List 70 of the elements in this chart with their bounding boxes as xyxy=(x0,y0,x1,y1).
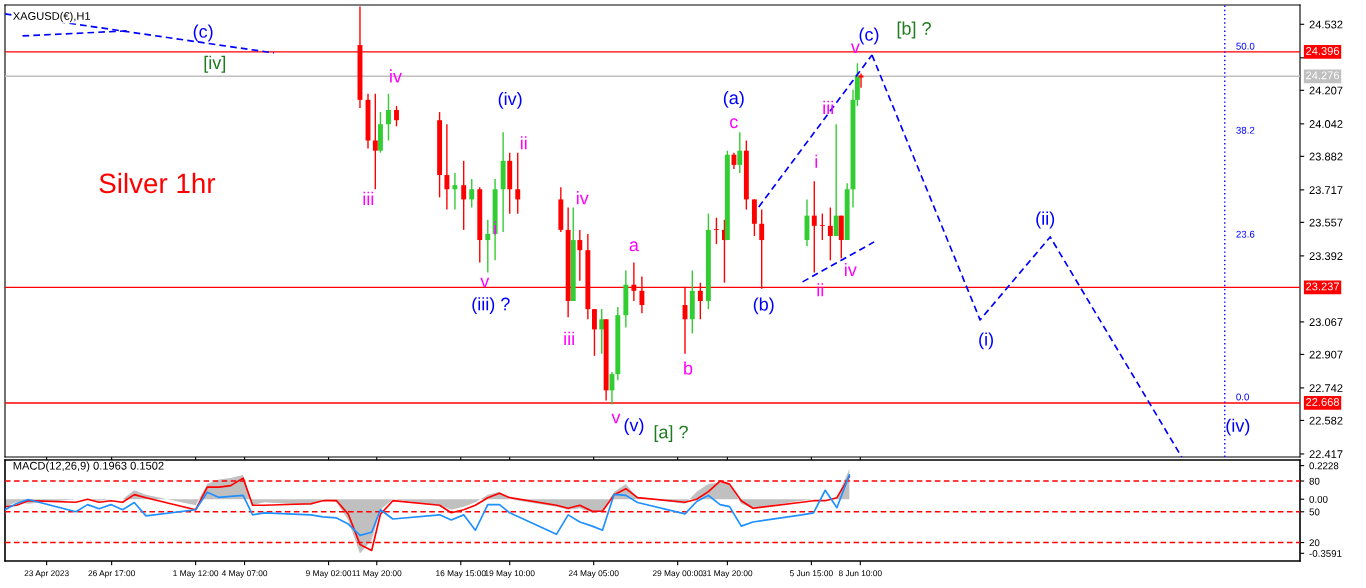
annotation: b xyxy=(684,361,693,375)
annotation: iv xyxy=(390,69,402,83)
y-tick-label: 24.207 xyxy=(1309,86,1343,95)
annotation: (iv) xyxy=(498,91,522,109)
annotation: 50.0 xyxy=(1236,42,1255,50)
y-tick-label: 23.717 xyxy=(1309,186,1343,194)
annotation: (c) xyxy=(193,24,213,42)
x-tick-label: 19 May 10:00 xyxy=(485,570,535,578)
y2-tick-label: 80 xyxy=(1309,477,1320,485)
annotation: 23.6 xyxy=(1236,230,1255,238)
annotation: ii xyxy=(520,136,527,150)
annotation: [a] ? xyxy=(654,425,688,442)
y-tick-label: 24.532 xyxy=(1309,20,1343,29)
annotation: iii xyxy=(564,331,574,345)
annotation: (b) xyxy=(753,297,774,315)
annotation: iii xyxy=(363,191,374,205)
y-tick-label: 24.042 xyxy=(1309,120,1343,128)
annotation: [b] ? xyxy=(897,21,931,39)
x-tick-label: 26 Apr 17:00 xyxy=(88,570,135,578)
x-tick-label: 1 May 12:00 xyxy=(173,570,219,578)
y-tick-label: 22.417 xyxy=(1309,450,1343,458)
annotation: (iv) xyxy=(1226,418,1250,436)
y-tick-label: 23.882 xyxy=(1309,152,1343,161)
annotation: (a) xyxy=(723,90,744,108)
x-tick-label: 8 Jun 10:00 xyxy=(838,570,882,577)
annotation: 38.2 xyxy=(1236,126,1255,134)
x-tick-label: 29 May 00:00 xyxy=(652,570,703,578)
annotation: iv xyxy=(576,191,589,205)
x-tick-label: 16 May 15:00 xyxy=(436,570,486,578)
annotation: (i) xyxy=(979,332,993,350)
y-tick-label: 22.907 xyxy=(1309,350,1343,359)
annotation: (iii) ? xyxy=(472,297,510,314)
x-tick-label: 9 May 02:00 xyxy=(306,570,352,578)
ref-line-label: 22.668 xyxy=(1306,398,1340,406)
y-tick-label: 23.067 xyxy=(1309,318,1343,327)
y-tick-label: 0.00 xyxy=(1309,495,1328,503)
annotation: iii xyxy=(823,100,833,114)
annotation: c xyxy=(730,118,738,129)
annotation: i xyxy=(815,154,818,168)
y2-tick-label: 50 xyxy=(1309,508,1320,516)
x-tick-label: 24 May 05:00 xyxy=(568,570,619,578)
y2-tick-label: 20 xyxy=(1309,539,1320,547)
annotation: a xyxy=(629,241,639,252)
annotation: Silver 1hr xyxy=(99,172,216,194)
annotation: (v) xyxy=(624,418,644,435)
ref-line-label: 24.276 xyxy=(1306,71,1340,80)
x-tick-label: 23 Apr 2023 xyxy=(24,570,69,578)
annotation: v xyxy=(850,43,860,53)
y-tick-label: -0.3591 xyxy=(1309,550,1342,557)
annotation: (ii) xyxy=(1036,211,1055,229)
y-tick-label: 23.392 xyxy=(1309,252,1343,261)
annotation: iv xyxy=(845,262,857,276)
y-tick-label: 22.742 xyxy=(1309,384,1343,392)
chart-title: MACD(12,26,9) 0.1963 0.1502 xyxy=(13,461,164,472)
x-tick-label: 4 May 07:00 xyxy=(221,570,268,578)
x-tick-label: 11 May 20:00 xyxy=(352,570,402,578)
x-tick-label: 31 May 20:00 xyxy=(702,570,753,578)
annotation: v xyxy=(480,277,490,288)
x-tick-label: 5 Jun 15:00 xyxy=(789,570,833,577)
text: XAGUSD(€),H1 xyxy=(13,11,91,23)
annotation: (c) xyxy=(859,27,879,45)
ref-line-label: 23.237 xyxy=(1306,282,1339,291)
annotation: v xyxy=(611,413,621,424)
annotation: i xyxy=(494,221,496,235)
annotation: [iv] xyxy=(204,55,226,73)
y-tick-label: 0.2228 xyxy=(1309,462,1339,470)
ref-line-label: 24.396 xyxy=(1306,47,1340,55)
annotation: 0.0 xyxy=(1236,393,1250,401)
y-tick-label: 23.557 xyxy=(1309,218,1343,227)
y-tick-label: 22.582 xyxy=(1309,416,1343,425)
